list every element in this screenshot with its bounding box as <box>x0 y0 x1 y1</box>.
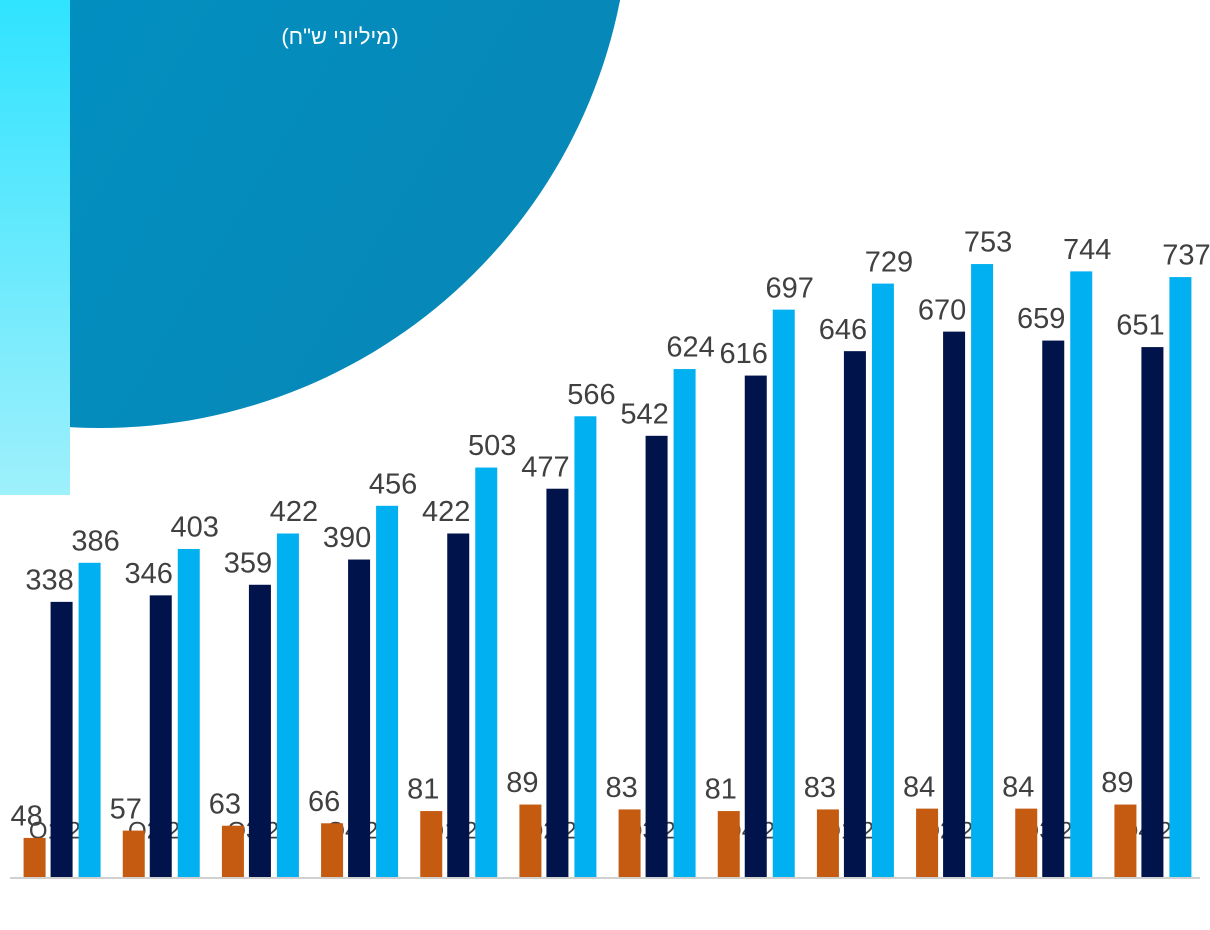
bar <box>1015 809 1037 877</box>
value-label: 651 <box>1116 310 1164 342</box>
value-label: 729 <box>865 246 913 278</box>
bar <box>79 563 101 877</box>
value-label: 542 <box>620 398 668 430</box>
bar <box>123 831 145 877</box>
bar <box>674 369 696 877</box>
bar <box>376 506 398 877</box>
value-label: 646 <box>819 314 867 346</box>
value-label: 346 <box>125 558 173 590</box>
subtitle: (מיליוני ש"ח) <box>281 24 398 49</box>
value-label: 89 <box>1101 767 1133 799</box>
bar <box>1070 271 1092 877</box>
value-label: 338 <box>25 565 73 597</box>
bar <box>475 468 497 877</box>
value-label: 89 <box>506 767 538 799</box>
bar <box>844 351 866 877</box>
value-label: 422 <box>422 496 470 528</box>
value-label: 81 <box>705 774 737 806</box>
value-label: 670 <box>918 294 966 326</box>
value-label: 386 <box>71 525 119 557</box>
value-label: 422 <box>270 496 318 528</box>
bar <box>546 489 568 877</box>
bar <box>277 533 299 877</box>
value-label: 503 <box>468 430 516 462</box>
value-label: 616 <box>720 338 768 370</box>
value-label: 753 <box>964 227 1012 259</box>
bar <box>773 310 795 877</box>
bar <box>574 416 596 877</box>
value-label: 566 <box>567 379 615 411</box>
bar <box>51 602 73 877</box>
value-label: 84 <box>1002 771 1034 803</box>
value-label: 84 <box>903 771 935 803</box>
value-label: 83 <box>605 772 637 804</box>
value-label: 83 <box>804 772 836 804</box>
bar <box>321 823 343 877</box>
bar <box>1042 341 1064 877</box>
bar <box>646 436 668 877</box>
value-label: 456 <box>369 468 417 500</box>
bar <box>619 809 641 877</box>
value-label: 48 <box>10 801 42 833</box>
bar <box>447 533 469 877</box>
bar <box>150 595 172 877</box>
bar <box>222 826 244 877</box>
bar <box>817 809 839 877</box>
value-label: 63 <box>209 788 241 820</box>
decor-disc <box>0 0 630 428</box>
bar <box>872 284 894 877</box>
decor-strip <box>0 0 70 495</box>
bar <box>1169 277 1191 877</box>
value-label: 66 <box>308 786 340 818</box>
value-label: 744 <box>1063 234 1111 266</box>
bar <box>249 585 271 877</box>
bar <box>348 560 370 877</box>
value-label: 57 <box>110 793 142 825</box>
value-label: 359 <box>224 547 272 579</box>
bar <box>519 805 541 877</box>
value-label: 81 <box>407 774 439 806</box>
value-label: 403 <box>171 512 219 544</box>
value-label: 390 <box>323 522 371 554</box>
bar <box>1141 347 1163 877</box>
bar <box>178 549 200 877</box>
value-label: 697 <box>766 272 814 304</box>
value-label: 659 <box>1017 303 1065 335</box>
bar <box>745 376 767 877</box>
bar <box>718 811 740 877</box>
bar <box>1114 805 1136 877</box>
bar <box>943 332 965 877</box>
bar <box>420 811 442 877</box>
bar <box>24 838 46 877</box>
chart: (מיליוני ש"ח) Q1.2148338386Q2.2157346403… <box>0 0 1210 930</box>
value-label: 477 <box>521 451 569 483</box>
bar <box>916 809 938 877</box>
value-label: 737 <box>1162 240 1210 272</box>
value-label: 624 <box>666 332 714 364</box>
bar <box>971 264 993 877</box>
